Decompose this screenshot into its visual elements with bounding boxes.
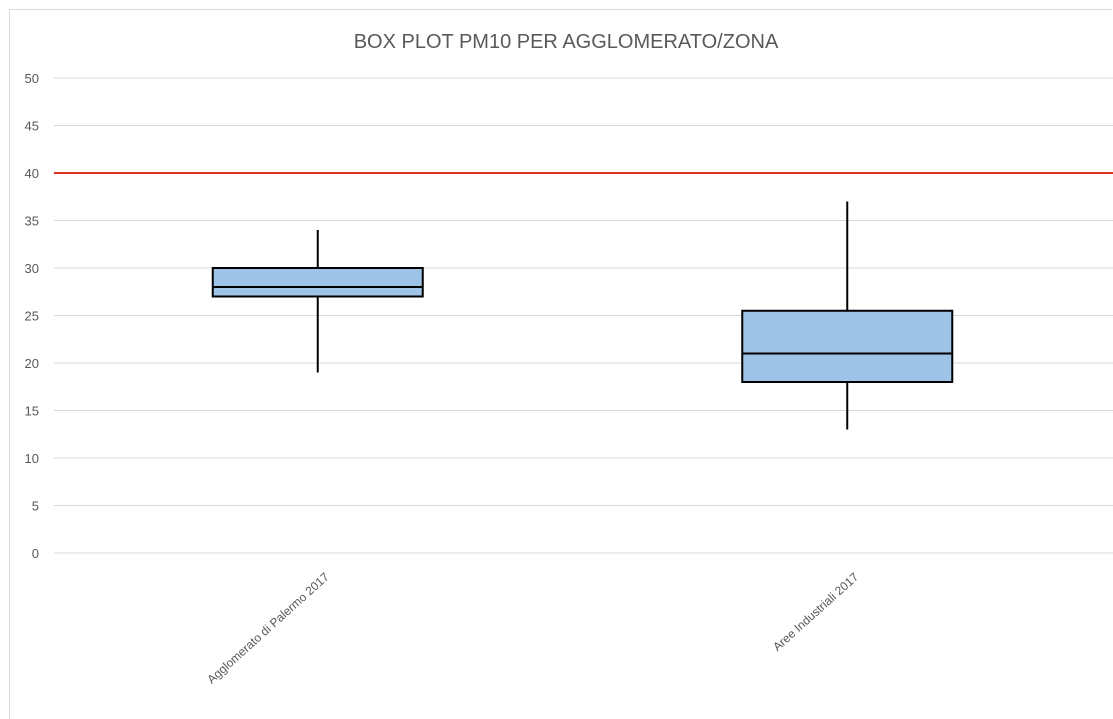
- y-tick-label: 30: [25, 261, 39, 276]
- x-category-label: Aree Industriali 2017: [770, 570, 861, 654]
- x-axis-category-labels: Agglomerato di Palermo 2017 Aree Industri…: [204, 570, 861, 687]
- x-category-label: Agglomerato di Palermo 2017: [204, 570, 332, 687]
- y-tick-label: 0: [32, 546, 39, 561]
- y-tick-label: 50: [25, 71, 39, 86]
- y-tick-label: 10: [25, 451, 39, 466]
- y-tick-label: 15: [25, 404, 39, 419]
- box-series: [211, 201, 954, 430]
- y-tick-label: 25: [25, 309, 39, 324]
- gridlines: [54, 77, 1113, 554]
- y-tick-label: 5: [32, 499, 39, 514]
- box-1: [211, 230, 424, 373]
- box-2: [741, 201, 954, 430]
- y-axis-tick-labels: 0 5 10 15 20 25 30 35 40 45 50: [25, 71, 39, 561]
- y-tick-label: 45: [25, 119, 39, 134]
- interquartile-box: [211, 267, 424, 298]
- interquartile-box: [741, 309, 954, 383]
- y-tick-label: 35: [25, 214, 39, 229]
- y-tick-label: 40: [25, 166, 39, 181]
- y-tick-label: 20: [25, 356, 39, 371]
- chart-title: BOX PLOT PM10 PER AGGLOMERATO/ZONA: [354, 31, 779, 53]
